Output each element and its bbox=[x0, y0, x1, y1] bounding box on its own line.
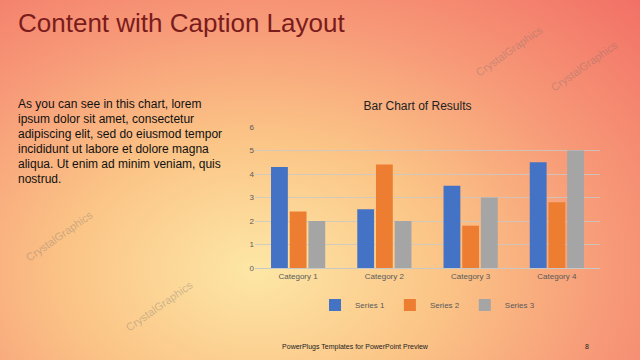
svg-text:Series 1: Series 1 bbox=[355, 301, 385, 310]
svg-text:1: 1 bbox=[250, 240, 255, 249]
html-text:As you can see in this chart,: As you can see in this chart, lorem ipsu… bbox=[18, 97, 223, 186]
svg-text:Category 1: Category 1 bbox=[279, 272, 319, 281]
svg-text:2: 2 bbox=[250, 217, 255, 226]
svg-text:Category 3: Category 3 bbox=[451, 272, 491, 281]
html-text:CrystalGraphics: CrystalGraphics bbox=[473, 23, 545, 79]
svg-text:Bar Chart of Results: Bar Chart of Results bbox=[363, 99, 471, 113]
html-text:CrystalGraphics: CrystalGraphics bbox=[548, 38, 620, 94]
svg-text:Series 3: Series 3 bbox=[505, 301, 535, 310]
svg-text:Category 2: Category 2 bbox=[365, 272, 405, 281]
html-text:Content with Caption Layout: Content with Caption Layout bbox=[18, 8, 345, 38]
svg-text:Category 4: Category 4 bbox=[537, 272, 577, 281]
html-text:PowerPlugs Templates for Power: PowerPlugs Templates for PowerPoint Prev… bbox=[282, 343, 428, 350]
html-text:8: 8 bbox=[585, 343, 589, 350]
svg-text:3: 3 bbox=[250, 193, 255, 202]
svg-text:0: 0 bbox=[250, 264, 255, 273]
svg-text:6: 6 bbox=[250, 123, 255, 132]
html-text:CrystalGraphics: CrystalGraphics bbox=[123, 278, 195, 334]
svg-text:Series 2: Series 2 bbox=[430, 301, 460, 310]
svg-text:4: 4 bbox=[250, 170, 255, 179]
svg-text:5: 5 bbox=[250, 146, 255, 155]
html-text:CrystalGraphics: CrystalGraphics bbox=[23, 208, 95, 264]
